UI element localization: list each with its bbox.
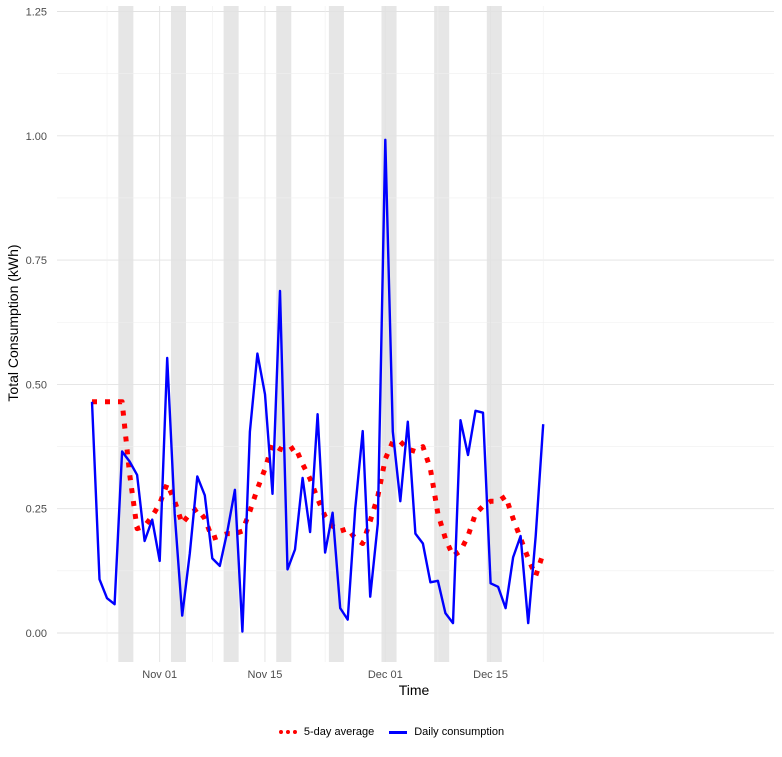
shaded-period	[276, 6, 292, 662]
weekend-shading	[118, 6, 502, 662]
legend-item-daily-consumption: Daily consumption	[388, 724, 504, 740]
shaded-period	[118, 6, 134, 662]
y-tick-label: 0.50	[26, 379, 47, 391]
y-axis-ticks: 0.00 0.25 0.50 0.75 1.00 1.25	[26, 7, 47, 641]
legend-label: Daily consumption	[414, 726, 505, 738]
legend-item-5-day-average: 5-day average	[278, 724, 374, 740]
y-tick-label: 0.25	[26, 504, 47, 516]
x-tick-label: Dec 15	[473, 669, 508, 681]
x-axis-ticks: Nov 01 Nov 15 Dec 01 Dec 15	[142, 669, 508, 681]
shaded-period	[328, 6, 344, 662]
series-line-daily-consumption	[90, 138, 545, 633]
legend-key-solid-blue	[388, 724, 408, 740]
y-tick-label: 0.75	[26, 255, 47, 267]
shaded-period	[434, 6, 450, 662]
legend-key-dotted-red	[278, 724, 298, 740]
y-tick-label: 1.00	[26, 131, 47, 143]
x-axis-title: Time	[399, 682, 430, 698]
x-tick-label: Nov 01	[142, 669, 177, 681]
shaded-period	[223, 6, 239, 662]
y-axis-title: Total Consumption (kWh)	[5, 244, 21, 401]
grid-lines	[57, 6, 774, 662]
y-tick-label: 0.00	[26, 628, 47, 640]
shaded-period	[381, 6, 397, 662]
x-tick-label: Nov 15	[248, 669, 283, 681]
legend-label: 5-day average	[303, 726, 375, 738]
y-tick-label: 1.25	[26, 7, 47, 19]
legend: 5-day average Daily consumption	[0, 722, 782, 742]
series-lines	[90, 138, 546, 633]
x-tick-label: Dec 01	[368, 669, 403, 681]
